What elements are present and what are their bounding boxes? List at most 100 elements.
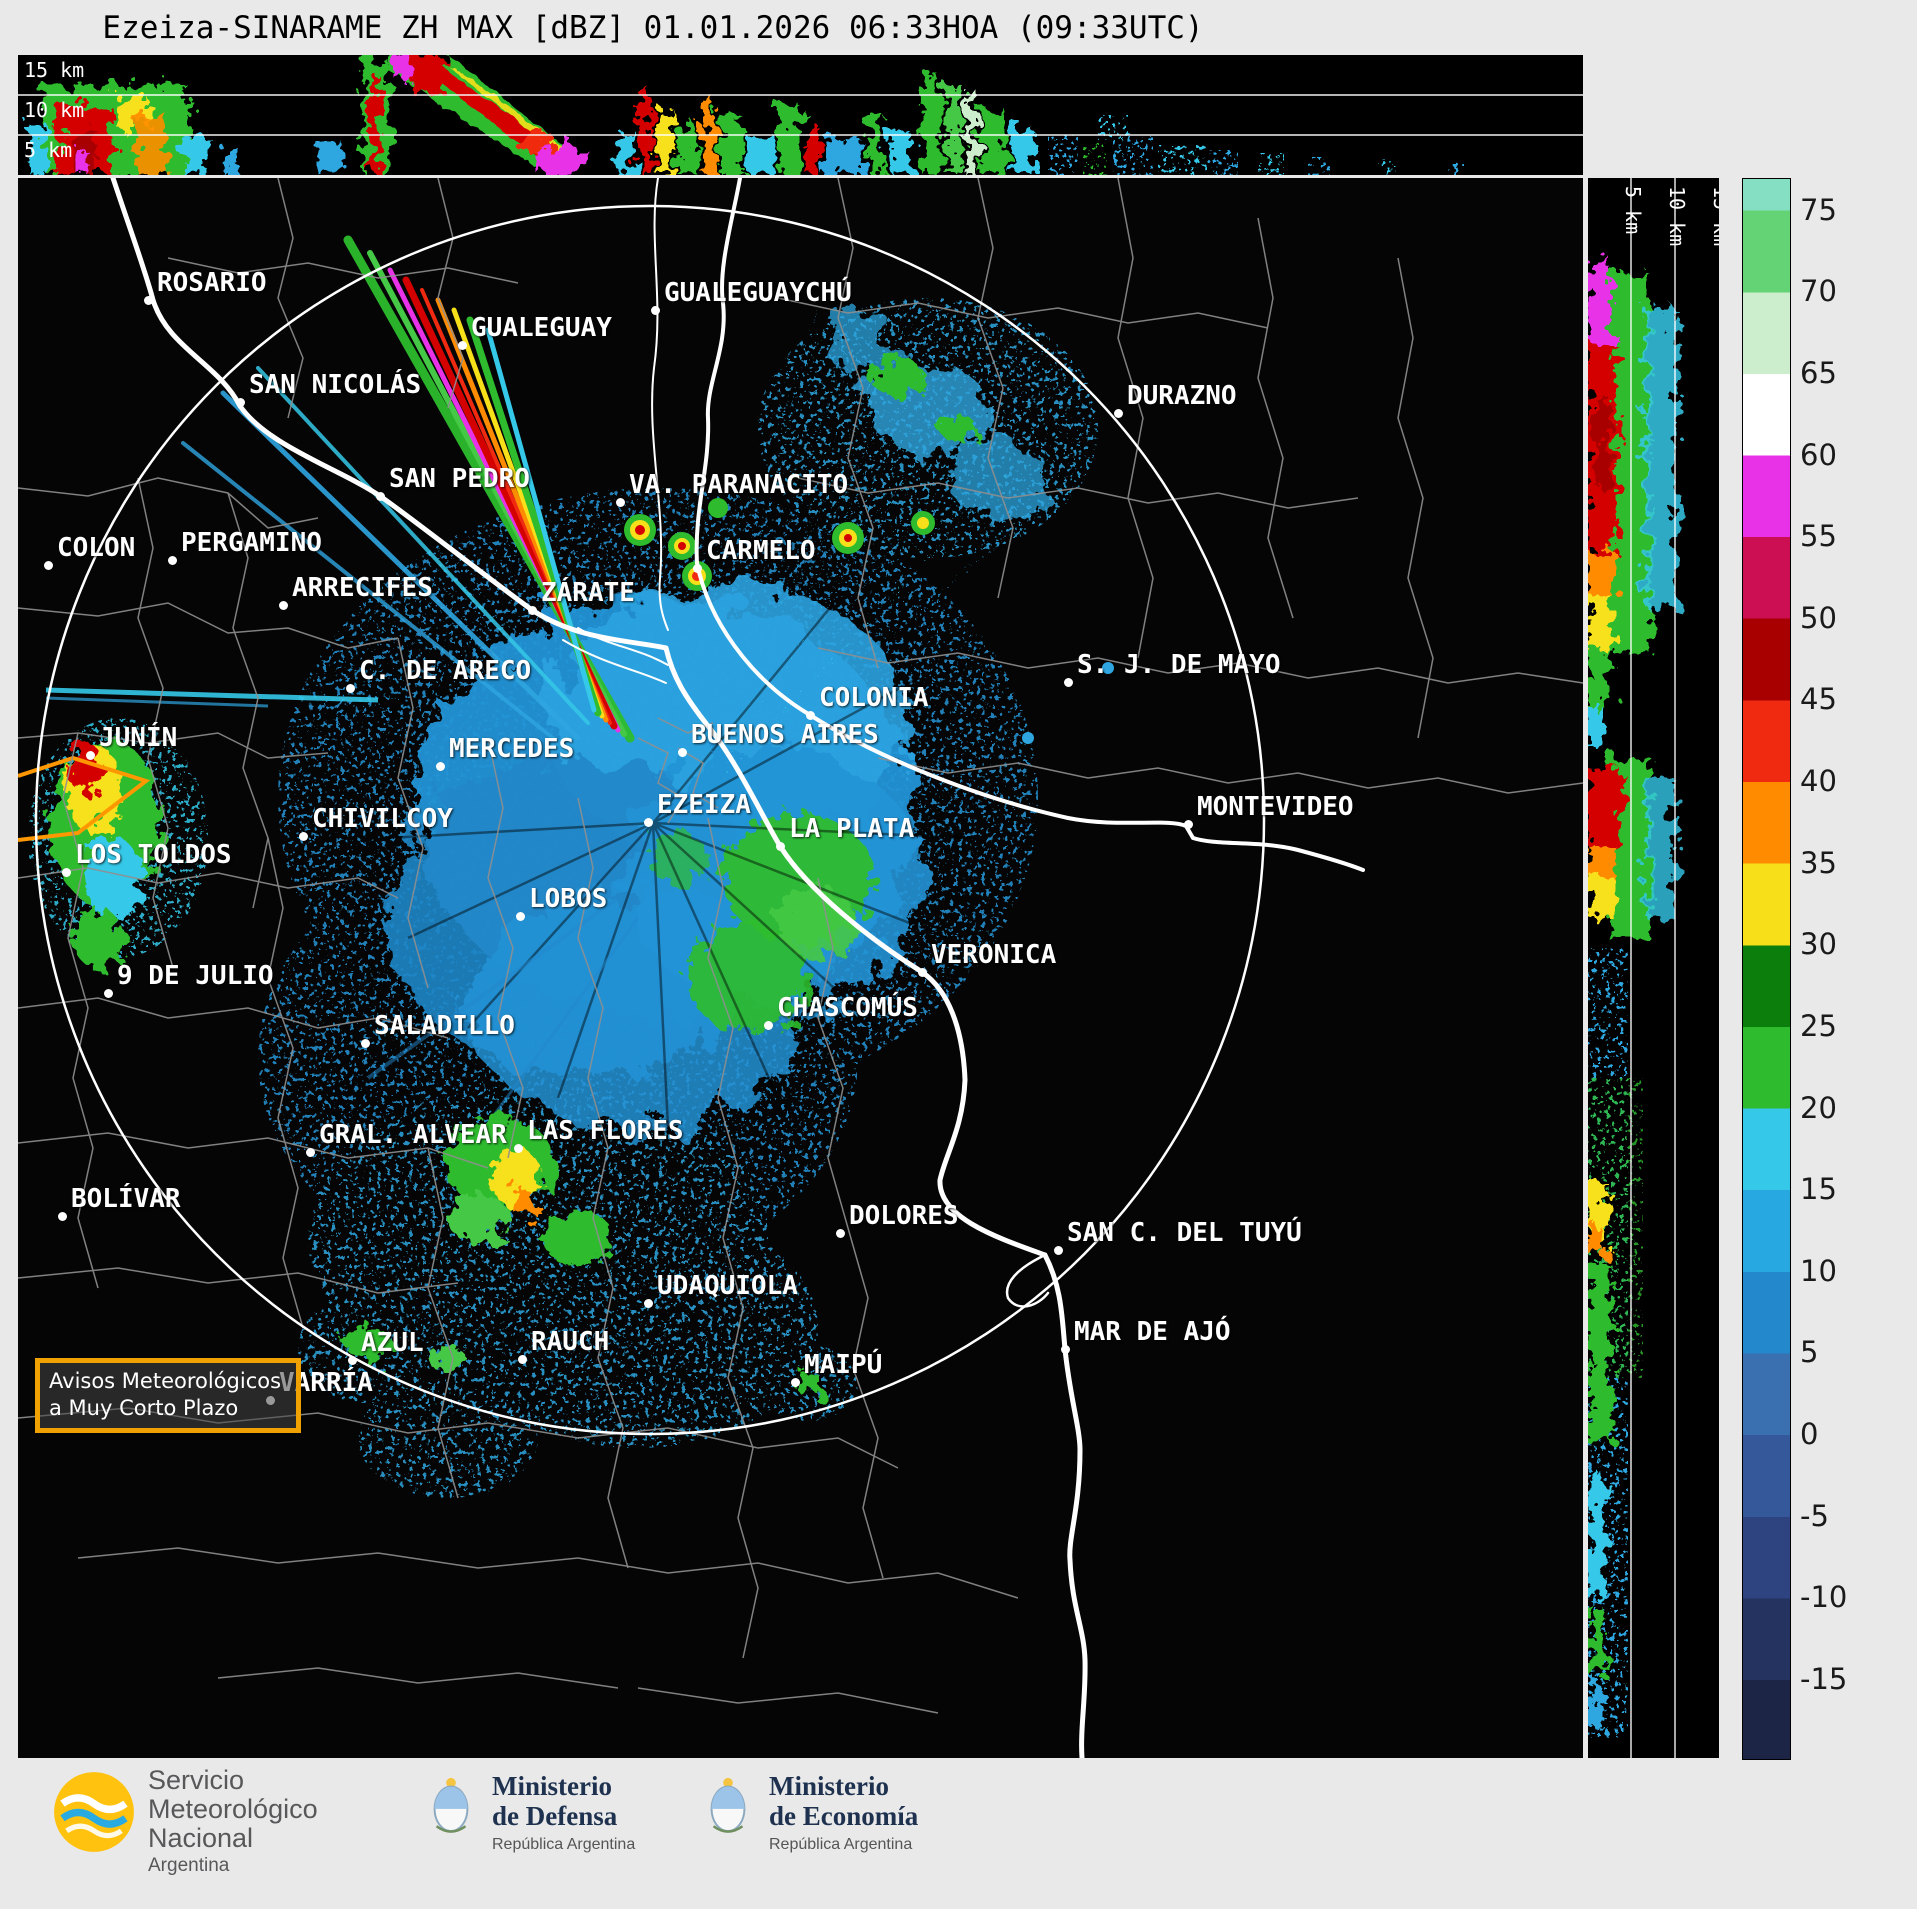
city-dot [458,341,467,350]
altitude-label-5km: 5 km [24,138,73,162]
city-dot [516,912,525,921]
colorbar-tick-label: -10 [1800,1580,1848,1615]
colorbar-tick-label: 65 [1800,355,1837,390]
city-label: MAIPÚ [804,1350,883,1380]
colorbar-tick-label: 10 [1800,1253,1837,1288]
city-label: CHASCOMÚS [777,993,918,1023]
smn-line3: Nacional [148,1823,254,1854]
city-label: UDAQUIOLA [657,1271,798,1301]
colorbar-tick-label: 40 [1800,764,1837,799]
colorbar-tick-label: 5 [1800,1335,1819,1370]
colorbar-gradient [1742,178,1791,1760]
colorbar-ticks: 75 70 65 60 55 50 45 40 35 30 25 20 15 10 5 0 -5 -10 -15 [1800,178,1890,1758]
city-label: LOS TOLDOS [75,840,232,870]
colorbar-tick-label: -5 [1800,1498,1829,1533]
city-label: LA PLATA [789,814,915,844]
city-label: GUALEGUAY [471,313,612,343]
ministry-economia-line1: Ministerio [769,1771,889,1801]
admin-boundaries [18,178,1583,1714]
altitude-label-15km: 15 km [24,58,85,82]
colorbar-tick-label: 30 [1800,927,1837,962]
city-dot [62,868,71,877]
top-echoes-right-scatter [1048,115,1464,175]
city-label: GRAL. ALVEAR [319,1120,507,1150]
right-echoes-mid [1588,756,1674,941]
warning-box-line1: Avisos Meteorológicos [49,1369,282,1393]
city-dot [436,762,445,771]
city-label: VA. PARANACITO [629,470,849,500]
city-label: VERONICA [931,940,1057,970]
city-label: MERCEDES [449,734,575,764]
city-label: GUALEGUAYCHÚ [664,278,852,308]
city-label: DOLORES [849,1201,959,1231]
footer: Servicio Meteorológico Nacional Argentin… [0,1758,1917,1909]
warning-box: Avisos Meteorológicos a Muy Corto Plazo [35,1358,301,1433]
colorbar-tick-label: 60 [1800,437,1837,472]
city-dot [678,748,687,757]
colorbar-tick-label: 25 [1800,1008,1837,1043]
smn-wordmark: Servicio Meteorológico Nacional Argentin… [148,1765,318,1877]
ministry-defensa-text: Ministerio de Defensa República Argentin… [492,1771,635,1854]
coat-of-arms-icon [433,1777,469,1833]
radar-map-panel: ROSARIO GUALEGUAYCHÚ GUALEGUAY SAN NICOLÁS D… [18,178,1583,1758]
colorbar-tick-label: 15 [1800,1172,1837,1207]
right-cross-section-panel: 5 km 10 km 15 km [1588,178,1719,1758]
colorbar-tick-label: -15 [1800,1662,1848,1696]
smn-logo [54,1772,134,1852]
right-echoes-south [1588,1183,1612,1728]
city-dot [299,832,308,841]
city-dot [1064,678,1073,687]
smn-line1: Servicio [148,1765,245,1795]
sw-streak [366,896,620,1080]
junin-cluster [18,738,161,968]
west-streak-2 [45,696,269,708]
page-title: Ezeiza-SINARAME ZH MAX [dBZ] 01.01.2026 … [102,10,1204,46]
right-echoes-north [1588,260,1676,748]
top-echoes-spike-band [363,55,588,175]
colorbar-tick-label: 70 [1800,274,1837,309]
warning-polygon [18,755,151,842]
city-dot [1054,1246,1063,1255]
city-dot [806,711,815,720]
city-label: COLONIA [819,683,929,713]
city-dot [918,968,927,977]
city-dot [58,1212,67,1221]
city-dot [791,1378,800,1387]
city-dot [836,1229,845,1238]
ministry-economia-line2: de Economía [769,1800,919,1831]
city-label: SAN C. DEL TUYÚ [1067,1218,1302,1248]
city-label: DURAZNO [1127,381,1237,411]
city-label: MONTEVIDEO [1197,792,1354,822]
colorbar-tick-label: 50 [1800,600,1837,635]
city-dot [306,1148,315,1157]
city-label: AZUL [361,1328,424,1358]
right-cross-section-chart: 5 km 10 km 15 km [1588,178,1719,1758]
altitude-label-10km-v: 10 km [1665,186,1689,246]
city-label: PERGAMINO [181,528,322,558]
range-ring [34,204,1266,1436]
radar-map-graphics [18,178,1583,1758]
city-label: SAN PEDRO [389,464,530,494]
top-cross-section-panel: 15 km 10 km 5 km [18,55,1583,175]
south-cluster [346,1118,822,1395]
top-cross-section-chart [18,55,1583,175]
colorbar-tick-label: 45 [1800,682,1837,717]
city-label: LOBOS [529,884,608,914]
city-label: MAR DE AJÓ [1074,1317,1231,1347]
city-dot [616,498,625,507]
top-echoes-left-cluster [30,85,343,175]
city-label: BOLÍVAR [71,1184,181,1214]
smn-country: Argentina [148,1855,230,1877]
city-dot [279,601,288,610]
rivers-coastlines [110,178,1365,1758]
city-label: CHIVILCOY [312,804,453,834]
city-label: ZÁRATE [541,578,635,608]
city-label: ARRECIFES [292,573,433,603]
city-dot [1061,1345,1070,1354]
city-dot [644,1299,653,1308]
city-dot [168,556,177,565]
city-dot [361,1039,370,1048]
colorbar-tick-label: 75 [1800,192,1837,227]
city-label: S. J. DE MAYO [1077,650,1281,680]
